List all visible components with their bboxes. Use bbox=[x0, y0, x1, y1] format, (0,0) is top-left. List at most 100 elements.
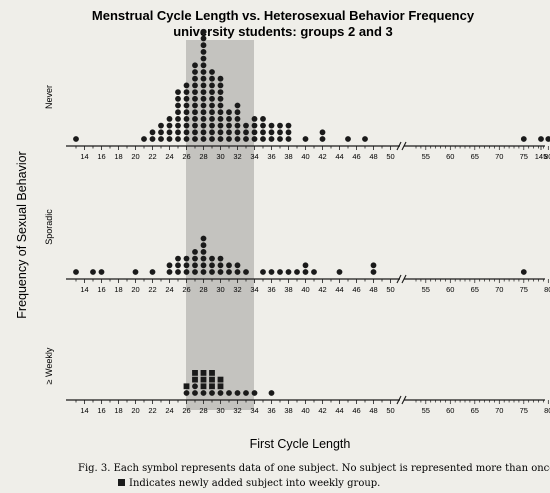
data-dot bbox=[200, 75, 207, 82]
x-tick-label: 28 bbox=[199, 406, 207, 415]
axis-break bbox=[396, 395, 402, 405]
data-dot bbox=[209, 75, 215, 82]
data-dot bbox=[370, 262, 377, 269]
x-tick-label: 40 bbox=[301, 285, 309, 294]
data-dot bbox=[217, 269, 224, 275]
data-dot bbox=[217, 102, 224, 109]
data-dot bbox=[175, 116, 181, 122]
data-dot bbox=[166, 122, 173, 129]
data-dot bbox=[226, 269, 232, 275]
axis-break bbox=[396, 274, 402, 284]
data-square bbox=[192, 370, 198, 376]
data-dot bbox=[166, 136, 173, 142]
panel-label: ≥ Weekly bbox=[44, 347, 54, 384]
data-dot bbox=[183, 122, 190, 129]
data-square bbox=[200, 370, 207, 376]
x-tick-label: 26 bbox=[182, 152, 190, 161]
data-dot bbox=[183, 109, 190, 116]
x-tick-label: 60 bbox=[446, 406, 454, 415]
data-dot bbox=[166, 262, 173, 269]
data-dot bbox=[234, 129, 241, 136]
data-dot bbox=[200, 95, 207, 102]
x-tick-label: 50 bbox=[386, 285, 394, 294]
data-dot bbox=[285, 122, 292, 129]
x-tick-label: 18 bbox=[114, 406, 122, 415]
data-dot bbox=[209, 269, 215, 275]
x-tick-label: 34 bbox=[250, 285, 258, 294]
x-tick-label: 16 bbox=[97, 285, 105, 294]
data-dot bbox=[294, 269, 300, 275]
data-dot bbox=[73, 269, 79, 275]
data-dot bbox=[209, 95, 215, 102]
data-dot bbox=[209, 89, 215, 95]
axis-break bbox=[396, 141, 402, 151]
data-dot bbox=[192, 116, 198, 122]
data-dot bbox=[192, 136, 198, 142]
data-dot bbox=[200, 122, 207, 129]
data-dot bbox=[234, 116, 241, 122]
data-dot bbox=[217, 109, 224, 116]
data-dot bbox=[200, 262, 207, 269]
data-dot bbox=[166, 269, 173, 275]
x-tick-label: 65 bbox=[471, 285, 479, 294]
caption-square-symbol bbox=[118, 479, 125, 486]
data-dot bbox=[302, 136, 309, 142]
data-dot bbox=[538, 136, 544, 142]
x-tick-label: 20 bbox=[131, 285, 139, 294]
x-tick-label: 65 bbox=[471, 152, 479, 161]
x-tick-label: 36 bbox=[267, 152, 275, 161]
data-dot bbox=[226, 262, 232, 269]
data-dot bbox=[243, 136, 249, 142]
data-dot bbox=[217, 255, 224, 262]
x-tick-label: 48 bbox=[369, 285, 377, 294]
x-tick-label: 44 bbox=[335, 406, 343, 415]
data-dot bbox=[217, 82, 224, 89]
x-tick-label: 42 bbox=[318, 285, 326, 294]
data-dot bbox=[545, 136, 550, 142]
data-dot bbox=[183, 89, 190, 95]
x-tick-label: 65 bbox=[471, 406, 479, 415]
x-tick-label: 55 bbox=[422, 406, 430, 415]
x-tick-label: 70 bbox=[495, 406, 503, 415]
data-dot bbox=[192, 269, 198, 275]
x-tick-label: 18 bbox=[114, 152, 122, 161]
x-tick-label: 38 bbox=[284, 406, 292, 415]
data-dot bbox=[200, 255, 207, 262]
x-tick-label: 30 bbox=[216, 152, 224, 161]
data-dot bbox=[217, 129, 224, 136]
data-dot bbox=[200, 129, 207, 136]
data-square bbox=[200, 376, 207, 383]
data-dot bbox=[175, 255, 181, 262]
data-dot bbox=[183, 82, 190, 89]
data-dot bbox=[217, 89, 224, 95]
x-tick-label: 20 bbox=[131, 152, 139, 161]
data-dot bbox=[277, 122, 283, 129]
x-tick-label: 34 bbox=[250, 406, 258, 415]
x-tick-label: 70 bbox=[495, 152, 503, 161]
data-dot bbox=[175, 109, 181, 116]
data-dot bbox=[192, 262, 198, 269]
data-dot bbox=[149, 129, 156, 136]
data-dot bbox=[234, 136, 241, 142]
data-dot bbox=[200, 235, 207, 242]
data-dot bbox=[200, 269, 207, 275]
x-tick-label: 48 bbox=[369, 406, 377, 415]
x-tick-label: 55 bbox=[422, 152, 430, 161]
data-dot bbox=[183, 136, 190, 142]
data-dot bbox=[209, 82, 215, 89]
x-tick-label: 46 bbox=[352, 285, 360, 294]
data-dot bbox=[200, 102, 207, 109]
data-dot bbox=[251, 136, 258, 142]
data-dot bbox=[285, 269, 292, 275]
x-tick-label: 38 bbox=[284, 285, 292, 294]
data-dot bbox=[260, 122, 266, 129]
data-dot bbox=[243, 129, 249, 136]
data-dot bbox=[183, 269, 190, 275]
x-tick-label: 38 bbox=[284, 152, 292, 161]
x-tick-label: 32 bbox=[233, 285, 241, 294]
data-square bbox=[217, 383, 224, 390]
data-dot bbox=[260, 269, 266, 275]
data-dot bbox=[251, 116, 258, 122]
data-dot bbox=[175, 122, 181, 129]
panel-3: 14 16 18 20 22 24 26 28 30 32 34 36 38 40 42 44 46 48 50 55… bbox=[44, 347, 550, 415]
